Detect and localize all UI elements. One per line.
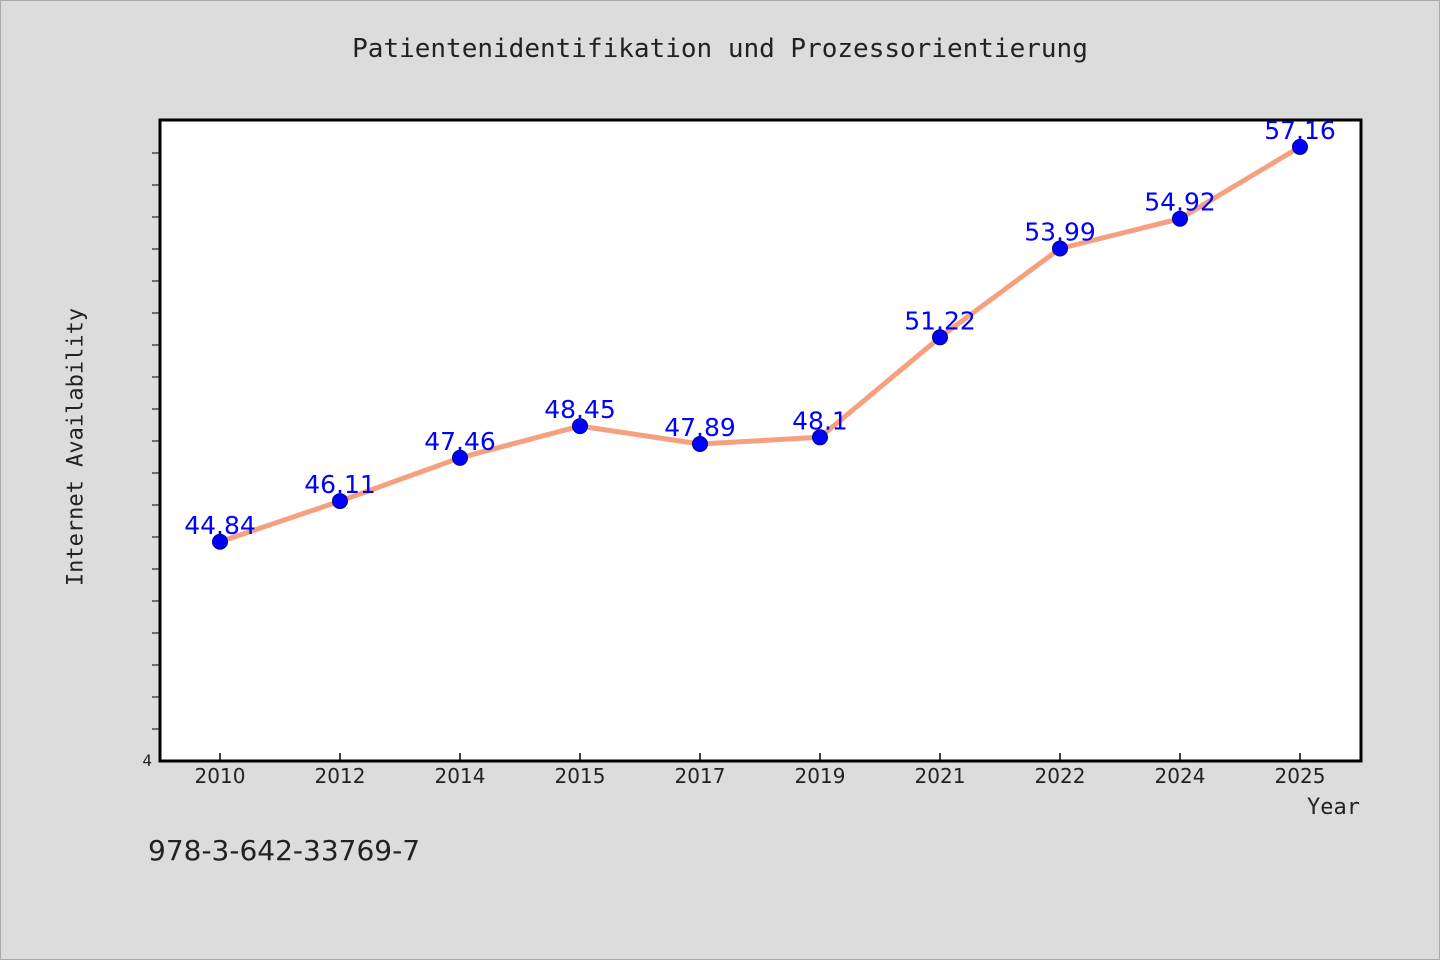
data-point	[1052, 240, 1068, 257]
x-tick-label: 2012	[315, 764, 366, 788]
isbn-text: 978-3-642-33769-7	[148, 834, 421, 867]
data-label: 47.89	[664, 413, 736, 442]
data-label: 53.99	[1024, 218, 1096, 247]
x-tick-label: 2015	[555, 764, 606, 788]
data-label: 48.45	[544, 395, 616, 424]
data-point	[452, 449, 468, 466]
data-point	[812, 429, 828, 446]
x-tick-label: 2017	[675, 764, 726, 788]
y-tick-label: 4	[142, 751, 152, 770]
x-tick-label: 2019	[795, 764, 846, 788]
x-tick-label: 2025	[1275, 764, 1326, 788]
x-tick-label: 2024	[1155, 764, 1206, 788]
x-axis-ticks	[219, 753, 1301, 761]
y-axis-label: Internet Availability	[63, 307, 89, 587]
data-point	[932, 329, 948, 346]
y-axis-ticks	[152, 152, 160, 730]
x-tick-label: 2022	[1035, 764, 1086, 788]
chart-title: Patientenidentifikation und Prozessorien…	[352, 34, 1088, 64]
x-tick-label: 2010	[195, 764, 246, 788]
x-axis-tick-labels: 2010 2012 2014 2015 2017 2019 2021 2022 2024 2025	[195, 764, 1326, 788]
y-axis-tick-labels: 4	[142, 751, 152, 770]
data-label: 54.92	[1144, 188, 1216, 217]
data-point	[1292, 138, 1308, 155]
data-label: 47.46	[424, 427, 496, 456]
data-label: 57.16	[1264, 116, 1336, 145]
data-point	[212, 533, 228, 550]
series-line	[217, 144, 1303, 545]
data-point	[332, 493, 348, 510]
data-label: 48.1	[792, 406, 848, 435]
data-markers	[212, 138, 1308, 550]
x-axis-label: Year	[1307, 795, 1360, 820]
data-labels: 44.84 46.11 47.46 48.45 47.89 48.1 51.22 53.99 5…	[184, 116, 1336, 540]
x-tick-label: 2014	[435, 764, 486, 788]
x-tick-label: 2021	[915, 764, 966, 788]
data-point	[1172, 210, 1188, 227]
data-label: 46.11	[304, 470, 376, 499]
data-point	[692, 436, 708, 453]
data-label: 44.84	[184, 511, 256, 540]
data-point	[572, 418, 588, 435]
data-label: 51.22	[904, 306, 976, 335]
